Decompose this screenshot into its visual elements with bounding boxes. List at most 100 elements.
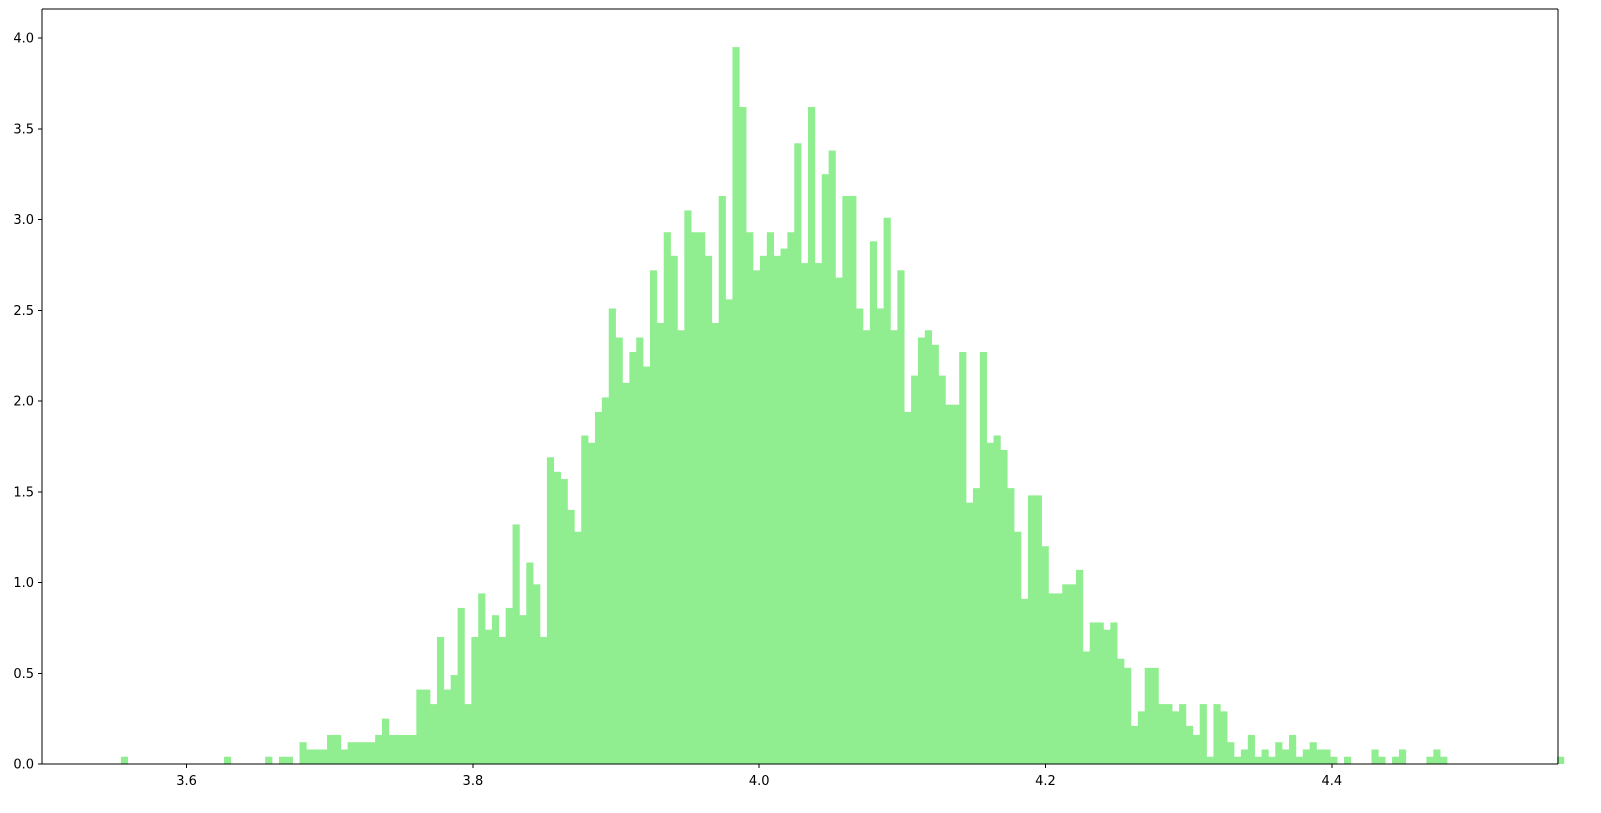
histogram-bar <box>601 397 610 764</box>
histogram-bar <box>409 734 417 764</box>
histogram-bar <box>904 411 912 764</box>
histogram-bar <box>1323 749 1331 764</box>
histogram-bar <box>540 636 548 764</box>
histogram-bar <box>1069 584 1077 764</box>
histogram-bar <box>450 675 458 764</box>
histogram-bar <box>1282 749 1290 764</box>
histogram-bar <box>1185 725 1194 764</box>
histogram-bar <box>567 509 575 764</box>
histogram-bar <box>814 263 823 764</box>
histogram-bar <box>1295 756 1304 764</box>
histogram-bar <box>663 232 671 765</box>
histogram-bar <box>1117 658 1125 764</box>
histogram-bar <box>979 352 987 764</box>
histogram-bar <box>1206 756 1214 764</box>
histogram-bar <box>333 734 342 764</box>
histogram-bar <box>718 195 726 764</box>
histogram-bar <box>1137 711 1146 764</box>
x-axis-ticks: 3.6 3.8 4.0 4.2 4.4 <box>176 764 1342 789</box>
histogram-bar <box>1082 651 1091 764</box>
histogram-bar <box>340 749 348 764</box>
histogram-bar <box>1041 546 1049 764</box>
histogram-bar <box>1199 704 1207 764</box>
histogram-bar <box>1557 756 1565 764</box>
histogram-bar <box>725 299 733 764</box>
histogram-bar <box>306 749 314 764</box>
histogram-bar <box>856 308 864 764</box>
histogram-bar <box>869 241 878 764</box>
histogram-bar <box>1076 569 1084 764</box>
histogram-bar <box>615 337 623 764</box>
histogram-bar <box>430 704 438 764</box>
histogram-bar <box>759 255 768 764</box>
x-tick-label: 4.0 <box>749 774 770 789</box>
histogram-bar <box>698 232 706 765</box>
histogram-bar <box>1227 742 1235 764</box>
y-tick-label: 1.5 <box>13 485 34 500</box>
histogram-bar <box>1261 749 1269 764</box>
histogram-bar <box>313 749 321 764</box>
histogram-bar <box>739 107 747 764</box>
histogram-bar <box>608 308 616 764</box>
histogram-bar <box>986 442 994 764</box>
histogram-bar <box>361 742 369 764</box>
histogram-bar <box>1124 667 1132 764</box>
histogram-bar <box>1316 749 1324 764</box>
histogram-bar <box>588 442 596 764</box>
histogram-bar <box>1144 667 1152 764</box>
histogram-bar <box>354 742 362 764</box>
histogram-bar <box>1254 756 1262 764</box>
histogram-bar <box>670 255 678 764</box>
x-tick-label: 3.6 <box>176 774 197 789</box>
histogram-bar <box>278 756 287 764</box>
histogram-bar <box>917 337 926 764</box>
histogram-bar <box>911 375 919 764</box>
histogram-bar <box>931 344 939 764</box>
histogram-bar <box>526 562 534 764</box>
histogram-bar <box>1055 593 1063 764</box>
histogram-bar <box>560 479 568 764</box>
histogram-bar <box>423 689 431 764</box>
histogram-bar <box>1234 756 1242 764</box>
histogram-bar <box>595 411 603 764</box>
histogram-bar <box>347 742 355 764</box>
histogram-bar <box>485 629 493 764</box>
histogram-bar <box>299 742 307 764</box>
histogram-bar <box>368 742 376 764</box>
histogram-bar <box>787 232 795 765</box>
histogram-bar <box>1034 495 1042 764</box>
histogram-bar <box>546 457 555 764</box>
y-tick-label: 1.0 <box>13 576 34 591</box>
histogram-bar <box>849 195 857 764</box>
histogram-bar <box>1289 734 1297 764</box>
histogram-bar <box>966 502 974 764</box>
histogram-bar <box>1371 749 1379 764</box>
histogram-bar <box>897 270 905 764</box>
histogram-bar <box>1192 734 1200 764</box>
histogram-bar <box>649 270 658 764</box>
histogram-bar <box>512 524 520 764</box>
histogram-bar <box>924 330 932 764</box>
histogram-bar <box>1378 756 1386 764</box>
histogram-bar <box>436 636 445 764</box>
histogram-bar <box>794 143 802 765</box>
histogram-bar <box>972 488 981 764</box>
histogram-bar <box>457 607 465 764</box>
histogram-bar <box>533 584 541 764</box>
histogram-bar <box>395 734 403 764</box>
histogram-bar <box>808 107 816 764</box>
histogram-bar <box>828 150 836 764</box>
x-tick-label: 4.4 <box>1321 774 1342 789</box>
histogram-bar <box>959 352 967 764</box>
histogram-bar <box>1103 629 1111 764</box>
histogram-bar <box>1096 622 1104 764</box>
histogram-bar <box>993 435 1001 764</box>
histogram-bar <box>801 263 809 764</box>
histogram-bar <box>388 734 397 764</box>
histogram-bar <box>1165 704 1173 764</box>
x-tick-label: 4.2 <box>1035 774 1056 789</box>
histogram-bar <box>753 270 761 764</box>
histogram-bar <box>381 718 390 764</box>
histogram-bar <box>402 734 410 764</box>
